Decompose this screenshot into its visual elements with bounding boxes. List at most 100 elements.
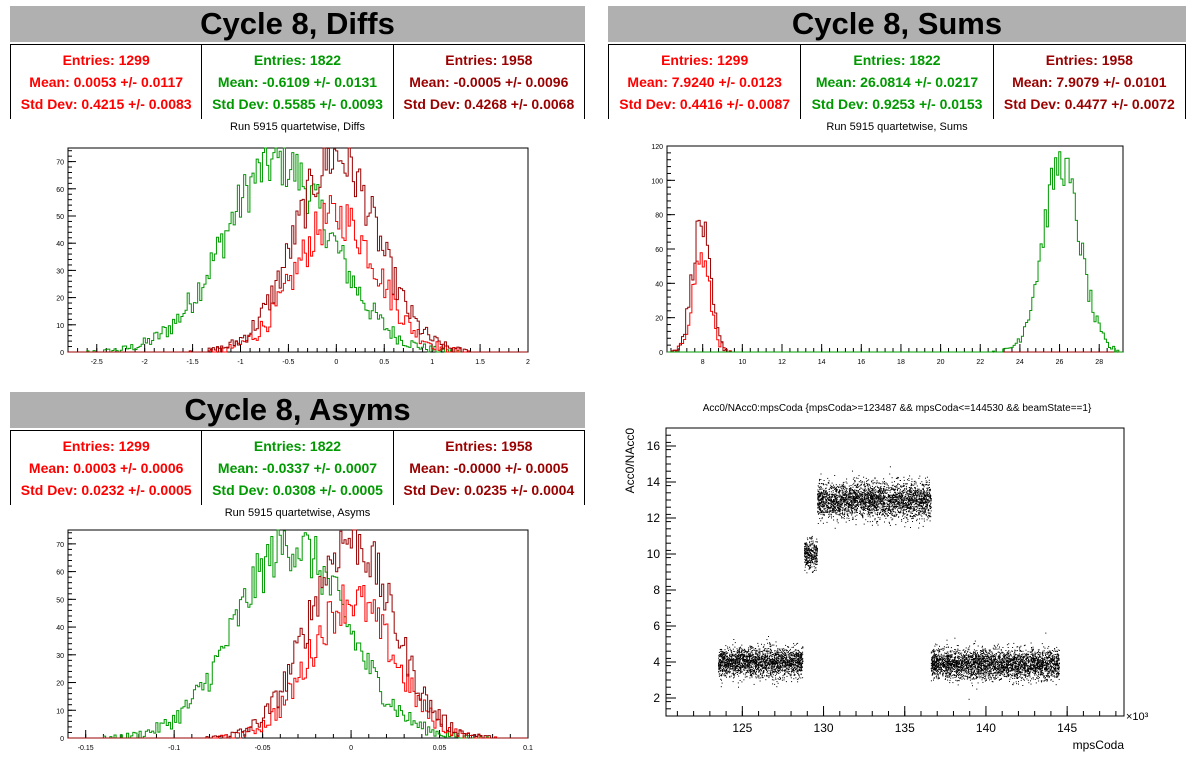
scatter-point: [737, 657, 739, 659]
scatter-point: [777, 651, 779, 653]
scatter-point: [838, 505, 840, 507]
scatter-point: [909, 498, 910, 499]
scatter-point: [903, 489, 905, 491]
scatter-point: [738, 666, 740, 668]
scatter-point: [798, 663, 800, 665]
scatter-point: [928, 489, 930, 491]
scatter-point: [724, 651, 726, 653]
scatter-point: [807, 539, 809, 541]
scatter-point: [761, 664, 762, 666]
scatter-point: [881, 506, 883, 508]
scatter-point: [830, 502, 832, 504]
scatter-point: [720, 662, 722, 663]
scatter-point: [782, 659, 784, 661]
scatter-point: [854, 512, 856, 514]
scatter-point: [733, 658, 735, 660]
scatter-point: [780, 666, 782, 668]
scatter-point: [875, 505, 877, 507]
scatter-point: [772, 660, 774, 662]
scatter-point: [858, 502, 860, 504]
scatter-point: [870, 494, 872, 496]
scatter-point: [857, 496, 859, 498]
scatter-point: [850, 512, 852, 514]
scatter-point: [786, 655, 788, 657]
y-tick-label: 0: [60, 350, 64, 357]
scatter-point: [843, 492, 845, 494]
scatter-point: [734, 651, 736, 653]
scatter-point: [771, 667, 773, 669]
scatter-point: [884, 492, 886, 494]
scatter-point: [927, 491, 929, 493]
scatter-point: [791, 652, 793, 654]
scatter-point: [901, 499, 903, 501]
scatter-point: [892, 505, 894, 507]
scatter-point: [844, 495, 846, 497]
scatter-point: [922, 499, 923, 501]
scatter-point: [856, 490, 858, 492]
scatter-point: [894, 503, 896, 505]
scatter-point: [741, 652, 743, 654]
scatter-point: [892, 508, 894, 510]
scatter-point: [810, 545, 812, 547]
scatter-point: [900, 485, 902, 487]
scatter-point: [918, 514, 920, 516]
scatter-point: [814, 554, 816, 556]
scatter-point: [894, 500, 896, 501]
scatter-point: [783, 669, 785, 671]
scatter-point: [723, 669, 725, 671]
scatter-point: [761, 666, 763, 668]
scatter-point: [867, 505, 868, 507]
scatter-point: [786, 664, 787, 666]
scatter-point: [740, 665, 742, 667]
scatter-point: [756, 649, 758, 651]
scatter-point: [738, 654, 739, 656]
scatter-point: [912, 501, 914, 503]
scatter-point: [885, 499, 887, 501]
scatter-point: [781, 656, 783, 658]
scatter-point: [800, 673, 802, 675]
scatter-point: [735, 662, 737, 664]
scatter-point: [797, 681, 799, 683]
scatter-point: [777, 667, 778, 669]
scatter-point: [846, 503, 847, 505]
scatter-point: [770, 666, 772, 668]
scatter-point: [737, 663, 739, 665]
scatter-point: [815, 558, 817, 560]
scatter-point: [773, 664, 775, 666]
scatter-point: [769, 670, 771, 672]
scatter-point: [795, 652, 797, 654]
scatter-point: [930, 498, 932, 500]
scatter-point: [874, 482, 876, 484]
scatter-point: [720, 669, 721, 671]
scatter-point: [820, 486, 822, 487]
scatter-point: [793, 646, 794, 648]
scatter-point: [737, 669, 739, 671]
scatter-point: [891, 508, 893, 510]
scatter-point: [807, 554, 809, 556]
scatter-point: [775, 673, 777, 675]
scatter-point: [883, 505, 885, 507]
scatter-point: [772, 676, 774, 678]
scatter-point: [722, 666, 724, 668]
scatter-point: [923, 484, 924, 486]
scatter-point: [892, 509, 894, 511]
scatter-point: [891, 485, 893, 487]
scatter-point: [856, 504, 857, 506]
scatter-point: [783, 649, 785, 651]
scatter-point: [764, 665, 766, 666]
scatter-point: [761, 659, 763, 661]
scatter-point: [881, 488, 883, 490]
scatter-point: [813, 554, 815, 556]
scatter-point: [755, 658, 757, 660]
scatter-point: [872, 479, 874, 481]
scatter-point: [744, 651, 746, 653]
scatter-point: [919, 522, 920, 524]
scatter-point: [830, 503, 832, 505]
scatter-point: [866, 491, 868, 493]
scatter-point: [740, 665, 742, 666]
scatter-point: [719, 659, 721, 661]
scatter-point: [874, 512, 876, 514]
scatter-point: [804, 561, 806, 563]
scatter-point: [772, 674, 774, 676]
scatter-point: [894, 499, 896, 501]
